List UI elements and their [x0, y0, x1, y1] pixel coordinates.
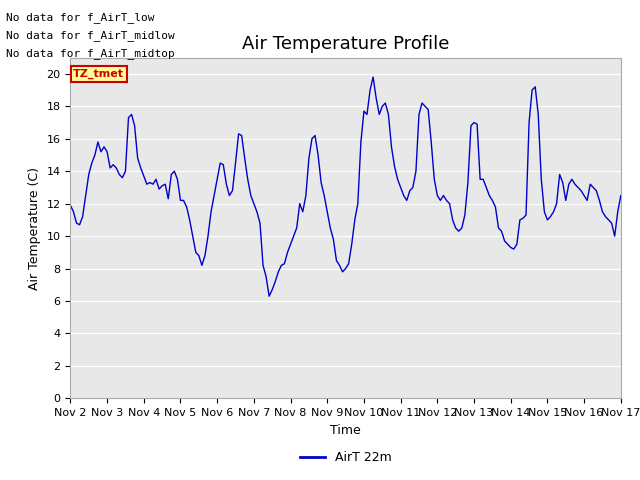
Text: TZ_tmet: TZ_tmet [74, 69, 124, 79]
Text: No data for f_AirT_low: No data for f_AirT_low [6, 12, 155, 23]
Title: Air Temperature Profile: Air Temperature Profile [242, 35, 449, 53]
Y-axis label: Air Temperature (C): Air Temperature (C) [28, 167, 41, 289]
Text: No data for f_AirT_midtop: No data for f_AirT_midtop [6, 48, 175, 60]
Legend: AirT 22m: AirT 22m [295, 446, 396, 469]
Text: No data for f_AirT_midlow: No data for f_AirT_midlow [6, 30, 175, 41]
X-axis label: Time: Time [330, 424, 361, 437]
